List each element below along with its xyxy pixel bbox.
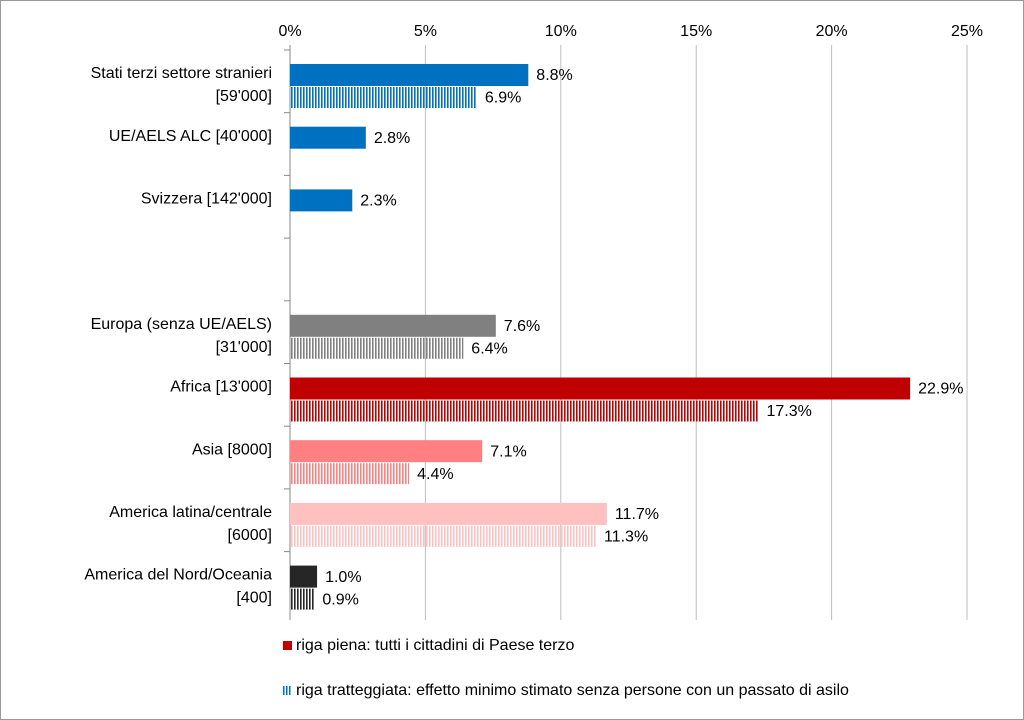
legend-label: riga piena: tutti i cittadini di Paese t… <box>296 637 575 654</box>
value-label: 1.0% <box>325 569 361 586</box>
bar <box>290 337 464 359</box>
category-label: Stati terzi settore stranieri [59'000] <box>91 65 272 105</box>
category-label: Asia [8000] <box>192 441 272 458</box>
x-tick-label: 25% <box>951 23 983 40</box>
bar <box>290 565 318 588</box>
category-label: America latina/centrale [6000] <box>109 504 272 544</box>
value-label: 6.9% <box>485 90 521 107</box>
value-label: 11.7% <box>615 506 659 523</box>
category-label: Africa [13'000] <box>170 379 272 396</box>
bar <box>290 525 597 547</box>
legend-swatch <box>283 686 292 695</box>
bar <box>290 588 315 610</box>
value-label: 7.1% <box>490 443 526 460</box>
bar <box>290 400 759 422</box>
category-line: [400] <box>236 590 272 607</box>
category-line: America latina/centrale <box>109 504 272 521</box>
x-tick-label: 15% <box>680 23 712 40</box>
value-label: 6.4% <box>471 341 507 358</box>
x-tick-label: 0% <box>278 23 301 40</box>
value-label: 11.3% <box>604 529 648 546</box>
value-label: 17.3% <box>766 403 811 420</box>
value-label: 2.8% <box>374 130 410 147</box>
legend-item: riga tratteggiata: effetto minimo stimat… <box>283 681 983 701</box>
value-label: 0.9% <box>322 591 358 608</box>
value-label: 8.8% <box>536 67 572 84</box>
category-line: America del Nord/Oceania <box>84 567 272 584</box>
legend-swatch <box>283 641 292 650</box>
bar <box>290 440 483 463</box>
x-tick-label: 10% <box>545 23 577 40</box>
value-label: 7.6% <box>504 318 540 335</box>
category-line: Europa (senza UE/AELS) <box>91 316 272 333</box>
value-label: 22.9% <box>918 381 963 398</box>
bar <box>290 87 477 108</box>
bar <box>290 189 353 212</box>
category-line: [31'000] <box>216 339 272 356</box>
bar <box>290 126 366 149</box>
category-line: Stati terzi settore stranieri <box>91 65 272 82</box>
legend-label: riga tratteggiata: effetto minimo stimat… <box>296 682 849 699</box>
value-label: 4.4% <box>417 466 453 483</box>
value-label: 2.3% <box>360 193 396 210</box>
bar <box>290 463 410 485</box>
legend-item: riga piena: tutti i cittadini di Paese t… <box>283 636 983 656</box>
x-tick-label: 5% <box>414 23 437 40</box>
bar <box>290 502 607 525</box>
category-label: Svizzera [142'000] <box>141 191 272 208</box>
bar <box>290 314 496 337</box>
category-label: Europa (senza UE/AELS) [31'000] <box>91 316 272 356</box>
x-tick-label: 20% <box>816 23 848 40</box>
category-line: [6000] <box>228 527 272 544</box>
bar <box>290 377 911 400</box>
category-line: [59'000] <box>216 88 272 105</box>
category-label: America del Nord/Oceania [400] <box>84 567 272 607</box>
bar <box>290 64 529 86</box>
category-label: UE/AELS ALC [40'000] <box>109 128 272 145</box>
